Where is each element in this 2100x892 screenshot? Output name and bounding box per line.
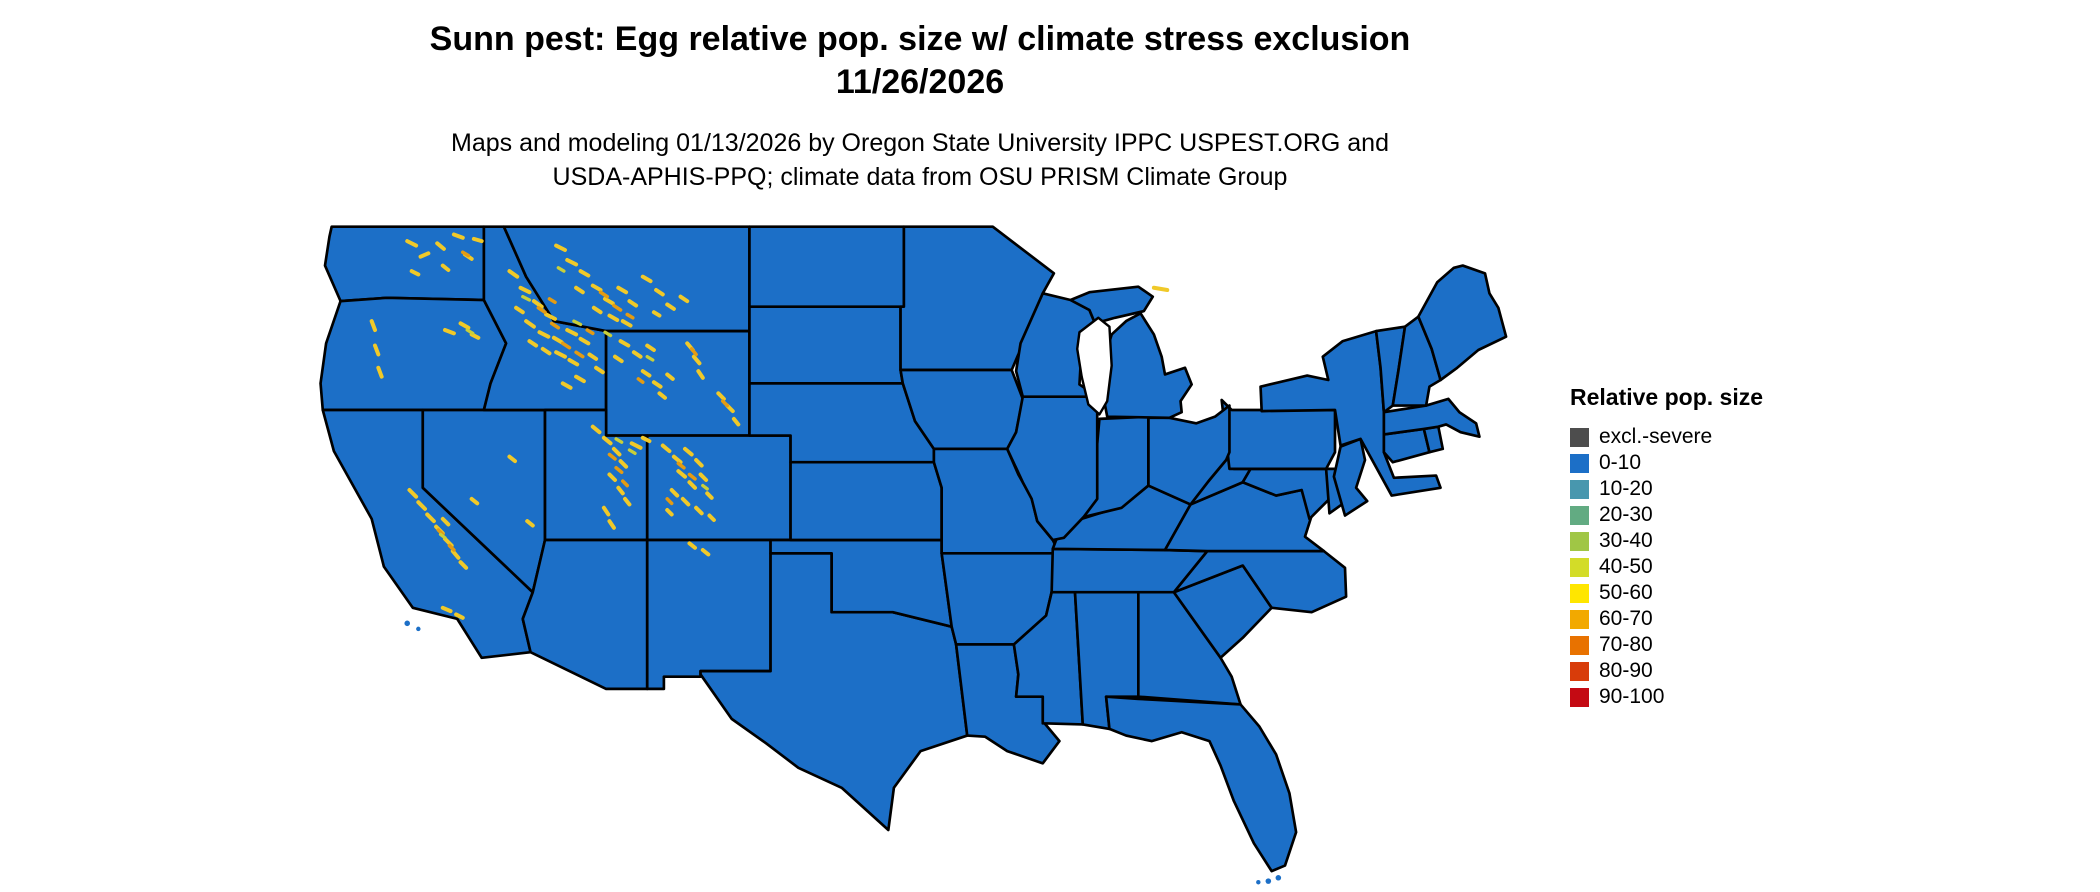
state-north-dakota	[748, 225, 906, 308]
legend-item-label: 0-10	[1599, 451, 1642, 474]
map-container	[285, 210, 1545, 890]
legend-item: 70-80	[1570, 632, 1763, 658]
legend-swatch-40-50	[1570, 557, 1589, 577]
legend-item: 0-10	[1570, 450, 1763, 476]
legend-swatch-80-90	[1570, 661, 1589, 681]
legend-item-label: 40-50	[1599, 555, 1653, 578]
state-maine	[1417, 264, 1508, 382]
legend-item: 90-100	[1570, 684, 1763, 710]
legend-item: 40-50	[1570, 554, 1763, 580]
state-massachusetts	[1382, 397, 1481, 438]
legend-swatch-60-70	[1570, 609, 1589, 629]
population-speckles-yellow	[369, 232, 1170, 620]
legend-item: 30-40	[1570, 528, 1763, 554]
legend-item-label: 30-40	[1599, 529, 1653, 552]
state-oregon	[319, 296, 508, 412]
legend-swatch-50-60	[1570, 583, 1589, 603]
state-florida	[1104, 695, 1298, 873]
state-illinois	[1005, 395, 1099, 542]
channel-island	[404, 620, 410, 627]
legend-swatch-30-40	[1570, 531, 1589, 551]
state-arizona	[521, 538, 649, 691]
state-pennsylvania	[1220, 398, 1337, 471]
florida-keys-island	[1265, 878, 1272, 884]
legend-item: 50-60	[1570, 580, 1763, 606]
legend-item: excl.-severe	[1570, 424, 1763, 450]
florida-keys-island	[1256, 880, 1261, 885]
legend-swatch-90-100	[1570, 687, 1589, 707]
page-title-date: 11/26/2026	[835, 63, 1005, 101]
page-title: Sunn pest: Egg relative pop. size w/ cli…	[429, 20, 1411, 58]
state-north-carolina	[1172, 549, 1348, 614]
subtitle-line-1: Maps and modeling 01/13/2026 by Oregon S…	[451, 129, 1389, 157]
state-michigan-upper-peninsula	[1069, 285, 1155, 325]
legend-item-label: 80-90	[1599, 659, 1653, 682]
state-kansas	[789, 460, 943, 542]
population-speckles-olive	[438, 266, 709, 540]
legend-swatch-excl-severe	[1570, 427, 1589, 447]
state-michigan	[1100, 312, 1193, 420]
us-map	[319, 225, 1508, 885]
legend-item-label: 50-60	[1599, 581, 1653, 604]
legend-title: Relative pop. size	[1570, 384, 1764, 410]
state-new-york	[1259, 329, 1442, 497]
population-speckles-orange	[436, 250, 729, 552]
legend-item: 60-70	[1570, 606, 1763, 632]
legend-swatch-0-10	[1570, 453, 1589, 473]
legend-swatch-70-80	[1570, 635, 1589, 655]
legend-swatch-10-20	[1570, 479, 1589, 499]
legend-item-label: 10-20	[1599, 477, 1653, 500]
legend-item-label: 60-70	[1599, 607, 1653, 630]
legend-item: 20-30	[1570, 502, 1763, 528]
subtitle-block: Maps and modeling 01/13/2026 by Oregon S…	[0, 126, 1840, 194]
florida-keys-island	[1275, 875, 1282, 881]
state-south-dakota	[748, 305, 905, 385]
legend-swatch-20-30	[1570, 505, 1589, 525]
lake-michigan	[1076, 316, 1113, 416]
legend: Relative pop. size excl.-severe 0-10 10-…	[1570, 384, 1763, 710]
legend-item-label: 70-80	[1599, 633, 1653, 656]
channel-island	[416, 626, 421, 632]
state-ohio	[1147, 404, 1231, 506]
legend-item-label: 90-100	[1599, 685, 1665, 708]
legend-item: 80-90	[1570, 658, 1763, 684]
legend-item-label: excl.-severe	[1599, 425, 1713, 448]
subtitle-line-2: USDA-APHIS-PPQ; climate data from OSU PR…	[552, 163, 1288, 191]
legend-item: 10-20	[1570, 476, 1763, 502]
title-block: Sunn pest: Egg relative pop. size w/ cli…	[0, 18, 1840, 194]
state-new-mexico	[645, 538, 772, 691]
legend-item-label: 20-30	[1599, 503, 1653, 526]
